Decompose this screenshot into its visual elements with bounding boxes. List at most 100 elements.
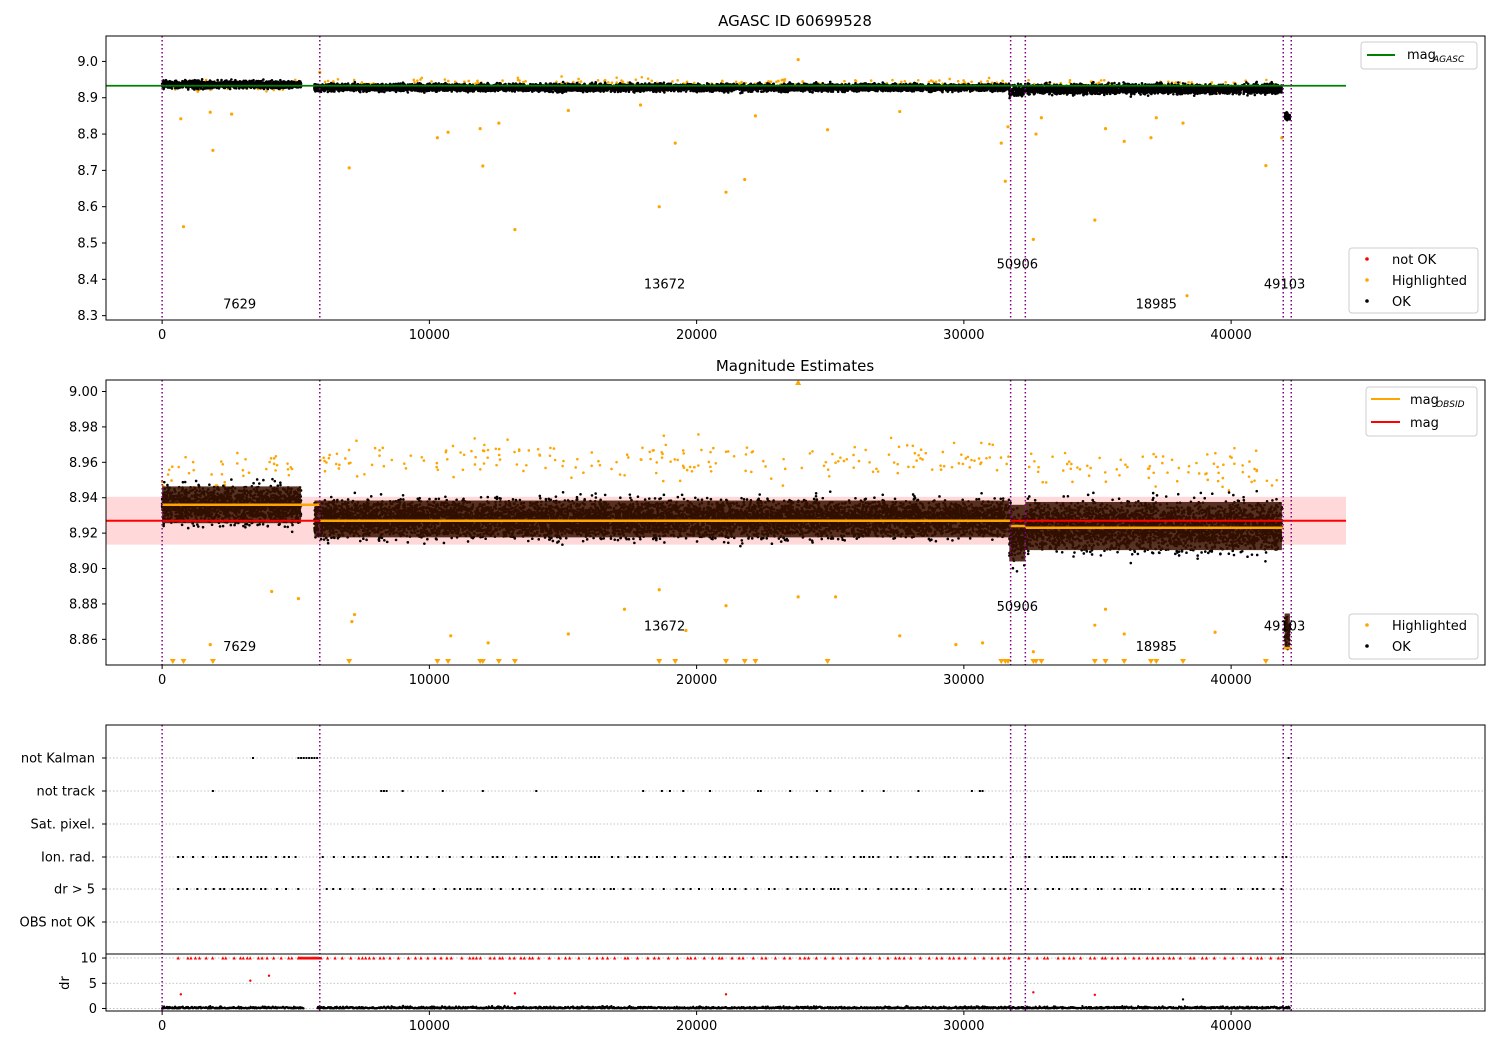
ok-point	[282, 80, 285, 83]
highlighted-point	[891, 79, 894, 82]
ok-point	[234, 82, 237, 85]
highlighted-point	[928, 81, 931, 84]
highlighted-point	[900, 81, 903, 84]
highlighted-point	[1265, 79, 1268, 82]
ok-point	[594, 81, 597, 84]
highlighted-point	[517, 79, 520, 82]
ok-point	[209, 87, 212, 90]
ok-point	[628, 90, 631, 93]
highlighted-point	[615, 76, 618, 79]
highlighted-point	[635, 78, 638, 81]
ok-point	[230, 78, 233, 81]
ok-point	[279, 79, 282, 82]
ok-point	[191, 83, 194, 86]
ok-point	[243, 82, 246, 85]
highlighted-point	[615, 81, 618, 84]
ok-point	[223, 81, 226, 84]
highlighted-point	[962, 79, 965, 82]
highlighted-point	[948, 78, 951, 81]
ok-point	[197, 79, 200, 82]
ok-point	[176, 82, 179, 85]
highlighted-point	[597, 79, 600, 82]
ok-point	[407, 91, 410, 94]
ok-point	[271, 86, 274, 89]
highlighted-point	[735, 80, 738, 83]
highlighted-point	[783, 80, 786, 83]
highlighted-point	[611, 81, 614, 84]
highlighted-point	[904, 80, 907, 83]
highlighted-point	[412, 79, 415, 82]
highlighted-point	[524, 80, 527, 83]
highlighted-point	[650, 79, 653, 82]
highlighted-point	[647, 77, 650, 80]
highlighted-point	[501, 79, 504, 82]
ok-point	[267, 81, 270, 84]
ok-point	[184, 79, 187, 82]
ok-point	[164, 82, 167, 85]
highlighted-point	[332, 80, 335, 83]
highlighted-point	[419, 78, 422, 81]
highlighted-point	[1175, 81, 1178, 84]
ok-point	[181, 80, 184, 83]
highlighted-point	[467, 80, 470, 83]
ok-point	[663, 81, 666, 84]
highlighted-point	[196, 90, 199, 93]
panel1-plot-area	[106, 36, 1346, 320]
highlighted-point	[620, 79, 623, 82]
highlighted-point	[780, 79, 783, 82]
ok-point	[274, 86, 277, 89]
ok-point	[933, 82, 936, 85]
highlighted-point	[413, 81, 416, 84]
highlighted-point	[294, 79, 297, 82]
ok-point	[299, 82, 302, 85]
ok-point	[179, 82, 182, 85]
highlighted-point	[1027, 79, 1030, 82]
highlighted-point	[580, 80, 583, 83]
panel1-title: AGASC ID 60699528	[718, 12, 872, 30]
highlighted-point	[577, 78, 580, 81]
ok-point	[207, 81, 210, 84]
ok-point	[191, 87, 194, 90]
highlighted-point	[361, 81, 364, 84]
ok-point	[252, 79, 255, 82]
ok-point	[213, 80, 216, 83]
highlighted-point	[988, 77, 991, 80]
ok-point	[174, 87, 177, 90]
highlighted-point	[476, 80, 479, 83]
ok-point	[262, 78, 265, 81]
highlighted-point	[843, 80, 846, 83]
highlighted-point	[1187, 81, 1190, 84]
ok-point	[218, 87, 221, 90]
highlighted-point	[854, 79, 857, 82]
highlighted-point	[1100, 79, 1103, 82]
ok-point	[201, 78, 204, 81]
ok-point	[289, 81, 292, 84]
highlighted-point	[607, 81, 610, 84]
highlighted-point	[444, 78, 447, 81]
highlighted-point	[770, 80, 773, 83]
ok-point	[217, 82, 220, 85]
ok-point	[260, 81, 263, 84]
ok-point	[186, 82, 189, 85]
highlighted-point	[1001, 79, 1004, 82]
ok-point	[277, 82, 280, 85]
highlighted-point	[327, 80, 330, 83]
ok-point	[246, 80, 249, 83]
highlighted-point	[265, 90, 268, 93]
ok-point	[189, 80, 192, 83]
highlighted-point	[560, 75, 563, 78]
panel-agasc: AGASC ID 60699528 0 10000 20000 30000 400008…	[77, 12, 1485, 343]
highlighted-point	[986, 80, 989, 83]
ok-point	[257, 81, 260, 84]
ok-point	[233, 87, 236, 90]
highlighted-point	[738, 82, 741, 85]
highlighted-point	[337, 78, 340, 81]
highlighted-point	[775, 81, 778, 84]
highlighted-point	[980, 80, 983, 83]
highlighted-point	[1103, 79, 1106, 82]
highlighted-point	[641, 76, 644, 79]
highlighted-point	[1224, 81, 1227, 84]
highlighted-point	[447, 80, 450, 83]
highlighted-point	[676, 79, 679, 82]
ok-point	[202, 88, 205, 91]
